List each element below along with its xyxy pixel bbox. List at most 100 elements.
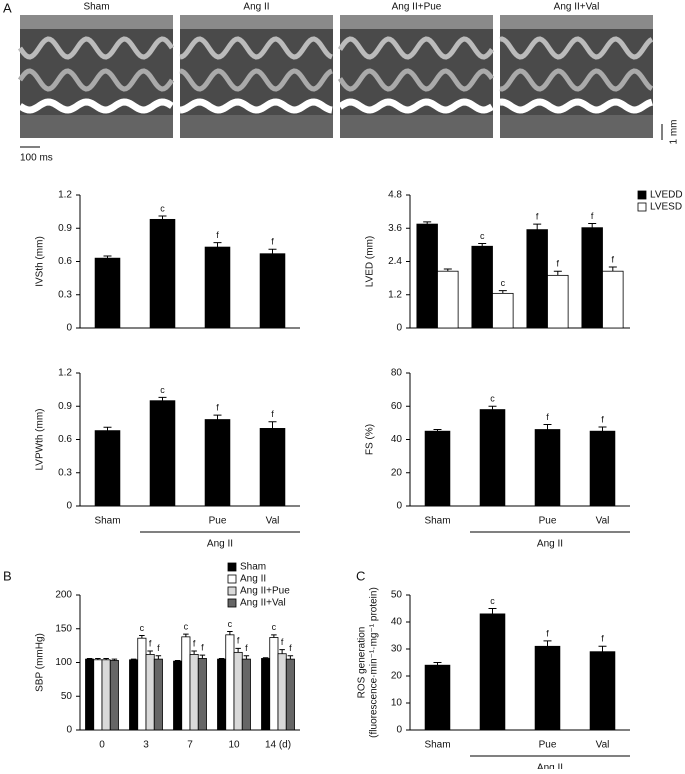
bar	[424, 430, 451, 507]
bar	[189, 654, 199, 731]
bar	[233, 651, 243, 731]
bar	[129, 659, 139, 731]
y-tick-label: 1.2	[388, 289, 402, 300]
posterior-wall	[18, 98, 174, 114]
time-scale-label: 100 ms	[20, 153, 53, 164]
bar	[181, 636, 191, 731]
tissue-lower	[180, 115, 333, 138]
error-bar	[423, 221, 432, 225]
significance-mark: f	[281, 637, 284, 647]
error-bar	[268, 248, 277, 254]
error-bar	[268, 421, 277, 429]
y-tick-label: 0.6	[58, 434, 72, 445]
significance-mark: c	[272, 622, 277, 632]
y-tick-label: 1.2	[58, 190, 72, 201]
y-axis-label: (fluorescence·min⁻¹·mg⁻¹ protein)	[369, 587, 380, 738]
y-tick-label: 20	[391, 467, 403, 478]
significance-mark: c	[490, 596, 495, 606]
error-bar	[279, 649, 285, 654]
significance-mark: f	[149, 638, 152, 648]
y-axis-label: FS (%)	[365, 424, 376, 455]
x-tick-label: Pue	[209, 516, 227, 527]
error-bar	[213, 414, 222, 420]
tissue-band	[180, 15, 333, 29]
bar	[93, 659, 103, 731]
y-tick-label: 40	[391, 434, 403, 445]
x-tick-label: Sham	[424, 516, 450, 527]
y-tick-label: 10	[391, 698, 403, 709]
group-label: Ang II	[537, 539, 563, 550]
error-bar	[130, 658, 137, 660]
significance-mark: f	[193, 638, 196, 648]
significance-mark: f	[237, 636, 240, 646]
y-tick-label: 0.6	[58, 256, 72, 267]
septum-wall	[337, 36, 495, 60]
lv-wall	[337, 68, 495, 92]
significance-mark: f	[216, 402, 219, 412]
bar	[269, 637, 279, 731]
posterior-wall	[179, 98, 333, 114]
error-bar	[488, 405, 497, 410]
bar	[225, 634, 235, 731]
bar	[602, 270, 624, 329]
x-tick-label: Val	[596, 516, 610, 527]
error-bar	[86, 657, 93, 660]
error-bar	[103, 255, 112, 259]
y-axis-label: LVED (mm)	[365, 236, 376, 287]
error-bar	[271, 634, 277, 638]
error-bar	[433, 429, 442, 432]
significance-mark: c	[184, 622, 189, 632]
panel-label: A	[3, 0, 12, 15]
group-label: Ang II	[537, 763, 563, 769]
bar	[424, 664, 451, 731]
bar	[479, 409, 506, 507]
image-label: Ang II+Pue	[392, 2, 442, 13]
tissue-band	[20, 15, 173, 29]
bar	[217, 658, 227, 731]
error-bar	[227, 630, 233, 635]
lv-wall	[499, 68, 654, 92]
error-bar	[287, 655, 294, 660]
y-tick-label: 0.3	[58, 289, 72, 300]
y-tick-label: 0	[396, 501, 402, 512]
x-tick-label: 0	[99, 740, 105, 751]
image-label: Ang II	[243, 2, 269, 13]
y-tick-label: 50	[391, 590, 403, 601]
y-tick-label: 0	[396, 725, 402, 736]
y-tick-label: 0	[66, 323, 72, 334]
legend-swatch	[637, 190, 647, 200]
legend-swatch	[227, 574, 237, 584]
x-tick-label: 7	[187, 740, 193, 751]
tissue-lower	[500, 115, 653, 138]
bar	[437, 270, 459, 329]
y-tick-label: 1.2	[58, 368, 72, 379]
significance-mark: f	[601, 414, 604, 424]
significance-mark: c	[140, 623, 145, 633]
error-bar	[158, 215, 167, 220]
bar	[492, 292, 514, 329]
bar	[277, 653, 287, 731]
y-tick-label: 200	[55, 590, 72, 601]
significance-mark: f	[157, 643, 160, 653]
legend-label: Sham	[240, 562, 266, 573]
error-bar	[95, 657, 101, 660]
septum-wall	[179, 36, 333, 60]
x-tick-label: 14 (d)	[265, 740, 291, 751]
significance-mark: f	[601, 634, 604, 644]
bar	[416, 223, 438, 329]
y-tick-label: 2.4	[388, 256, 402, 267]
legend-label: LVEDD	[650, 190, 683, 201]
bar	[137, 637, 147, 731]
legend-swatch	[637, 202, 647, 212]
bar	[479, 613, 506, 731]
bar	[173, 660, 183, 731]
bar	[94, 430, 121, 507]
y-tick-label: 150	[55, 623, 72, 634]
x-tick-label: Pue	[539, 740, 557, 751]
bar	[589, 430, 616, 507]
significance-mark: f	[271, 237, 274, 247]
error-bar	[158, 396, 167, 401]
x-tick-label: Val	[266, 516, 280, 527]
legend-swatch	[227, 562, 237, 572]
